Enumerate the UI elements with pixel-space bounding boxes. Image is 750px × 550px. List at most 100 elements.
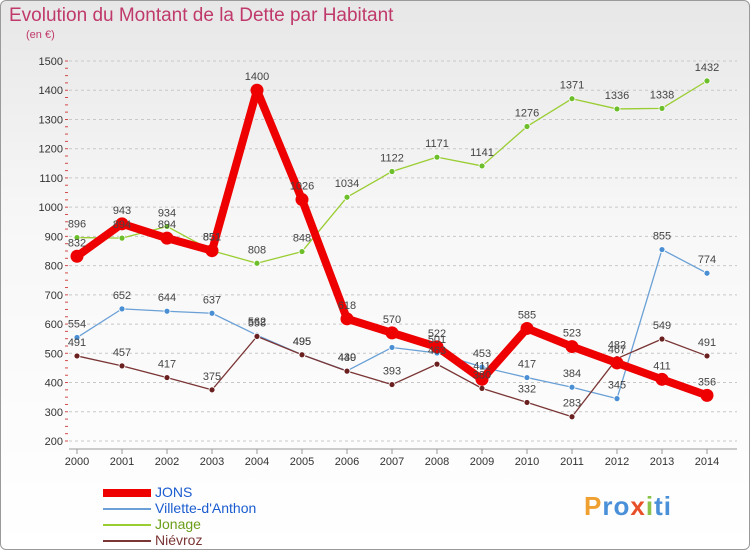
chart-title: Evolution du Montant de la Dette par Hab…	[9, 5, 394, 26]
data-label: 283	[563, 398, 581, 410]
data-label: 894	[113, 219, 131, 231]
data-label: 894	[158, 219, 176, 231]
data-label: 495	[293, 336, 311, 348]
x-tick-label: 2010	[515, 456, 539, 468]
data-point	[478, 363, 486, 371]
data-point	[343, 193, 351, 201]
data-label: 417	[518, 359, 536, 371]
legend-label: JONS	[155, 484, 193, 500]
data-point	[118, 234, 126, 242]
data-point	[205, 244, 219, 258]
data-label: 1276	[515, 107, 539, 119]
x-tick-label: 2013	[650, 456, 674, 468]
data-label: 774	[698, 254, 716, 266]
data-point	[253, 259, 261, 267]
data-point	[520, 321, 534, 335]
y-tick-label: 300	[45, 407, 63, 419]
logo-letter: i	[663, 491, 672, 521]
data-label: 570	[383, 314, 401, 326]
legend-label: Jonage	[155, 516, 201, 532]
data-label: 558	[248, 317, 266, 329]
data-point	[208, 309, 216, 317]
data-point	[433, 360, 441, 368]
y-tick-label: 900	[45, 231, 63, 243]
data-label: 417	[158, 359, 176, 371]
data-label: 1336	[605, 90, 629, 102]
data-label: 411	[473, 360, 491, 372]
data-label: 501	[428, 334, 446, 346]
data-point	[208, 386, 216, 394]
legend-label: Villette-d'Anthon	[155, 500, 257, 516]
data-label: 1122	[380, 152, 404, 164]
data-point	[475, 372, 489, 386]
data-label: 332	[518, 383, 536, 395]
data-label: 439	[338, 352, 356, 364]
data-label: 440	[338, 352, 356, 364]
y-tick-label: 1300	[39, 114, 63, 126]
data-point	[433, 153, 441, 161]
data-label: 345	[608, 380, 626, 392]
data-label: 491	[68, 337, 86, 349]
data-label: 549	[653, 320, 671, 332]
data-point	[118, 362, 126, 370]
data-label: 644	[158, 292, 176, 304]
data-point	[73, 352, 81, 360]
data-point	[703, 77, 711, 85]
x-tick-label: 2002	[155, 456, 179, 468]
x-tick-label: 2003	[200, 456, 224, 468]
data-point	[568, 95, 576, 103]
data-label: 1338	[650, 89, 674, 101]
data-label: 585	[518, 309, 536, 321]
data-point	[298, 248, 306, 255]
data-point	[613, 105, 621, 113]
legend-label: Niévroz	[155, 532, 203, 548]
y-tick-label: 1000	[39, 202, 63, 214]
legend-swatch	[103, 524, 151, 526]
data-point	[340, 312, 354, 326]
legend-swatch	[103, 489, 151, 497]
data-label: 562	[248, 316, 266, 328]
data-point	[703, 352, 711, 360]
logo-letter: t	[654, 491, 664, 521]
data-point	[385, 326, 399, 340]
data-point	[388, 344, 396, 351]
data-label: 1400	[245, 71, 269, 83]
data-label: 453	[473, 348, 491, 360]
x-tick-label: 2001	[110, 456, 134, 468]
data-label: 375	[203, 371, 221, 383]
data-label: 851	[203, 232, 221, 244]
data-label: 1432	[695, 62, 719, 74]
data-point	[118, 305, 126, 313]
data-label: 491	[698, 337, 716, 349]
data-label: 356	[698, 376, 716, 388]
logo-letter: x	[630, 491, 646, 521]
data-point	[655, 372, 669, 386]
data-label: 851	[203, 232, 221, 244]
data-point	[163, 223, 171, 230]
y-tick-label: 400	[45, 378, 63, 390]
data-point	[700, 388, 714, 402]
data-label: 1141	[470, 147, 494, 159]
data-point	[388, 381, 396, 388]
data-point	[523, 399, 531, 406]
data-label: 832	[68, 237, 86, 249]
data-point	[295, 193, 309, 207]
x-tick-label: 2011	[560, 456, 584, 468]
data-point	[565, 340, 579, 354]
data-point	[613, 395, 621, 403]
y-tick-label: 500	[45, 348, 63, 360]
y-tick-label: 600	[45, 319, 63, 331]
data-label: 896	[68, 219, 86, 231]
data-point	[163, 374, 171, 381]
data-label: 384	[563, 368, 581, 380]
data-point	[568, 383, 576, 391]
legend-swatch	[103, 508, 151, 510]
logo-letter: i	[645, 491, 655, 521]
data-label: 1034	[335, 178, 359, 190]
data-point	[250, 83, 264, 97]
y-tick-label: 1100	[39, 173, 63, 185]
data-point	[568, 413, 576, 421]
data-label: 1026	[290, 181, 314, 193]
